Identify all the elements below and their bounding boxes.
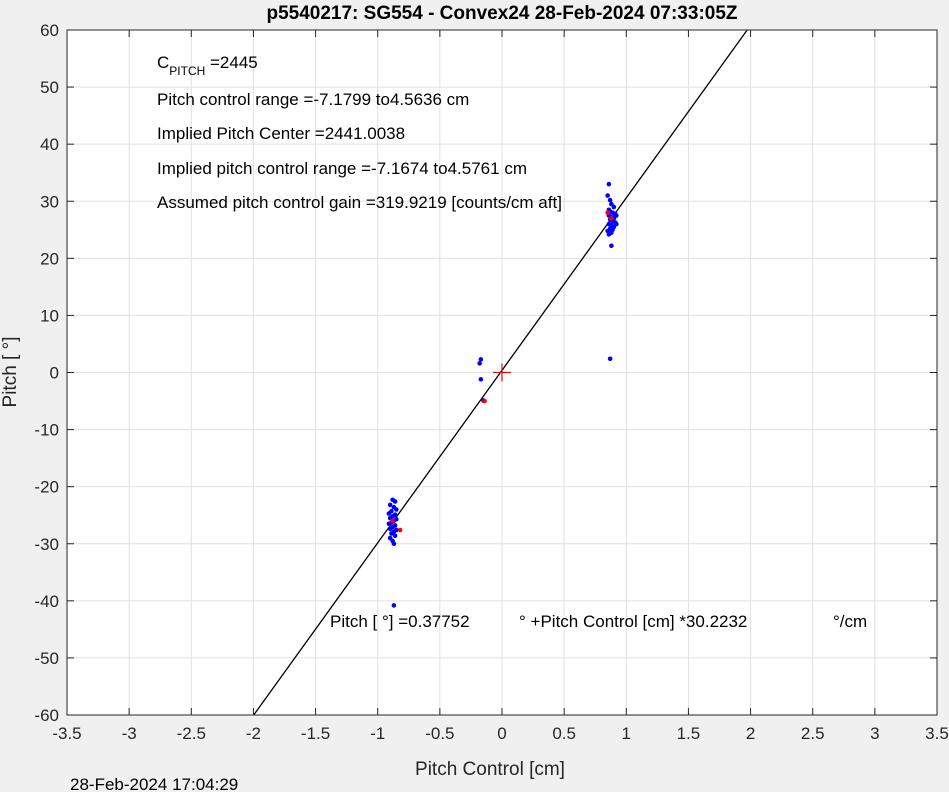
y-tick-label: -20 xyxy=(34,478,59,497)
x-tick-label: -0.5 xyxy=(425,724,454,743)
data-point xyxy=(394,507,399,512)
x-tick-label: 2 xyxy=(746,724,755,743)
annotation-pitch-control-range: Pitch control range =-7.1799 to4.5636 cm xyxy=(157,90,469,109)
annotation-cpitch-value: =2445 xyxy=(205,53,257,72)
data-point xyxy=(607,197,613,203)
x-axis-title: Pitch Control [cm] xyxy=(415,759,565,780)
data-point xyxy=(387,526,393,532)
data-point xyxy=(478,377,484,382)
footer-timestamp: 28-Feb-2024 17:04:29 xyxy=(70,775,238,792)
y-tick-labels: 60 50 40 30 20 10 0 -10 -20 -30 -40 -50 -60 xyxy=(34,21,59,725)
annotation-implied-pitch-center: Implied Pitch Center =2441.0038 xyxy=(157,124,405,143)
data-point xyxy=(606,181,612,187)
x-tick-label: 0 xyxy=(497,724,506,743)
fit-equation-part2: ° +Pitch Control [cm] *30.2232 xyxy=(519,612,747,631)
y-tick-label: 30 xyxy=(40,192,59,211)
data-point xyxy=(609,243,614,249)
tick-marks xyxy=(66,29,938,716)
y-tick-label: -40 xyxy=(34,592,59,611)
data-point xyxy=(605,193,610,198)
x-tick-label: -2.5 xyxy=(177,724,206,743)
x-tick-label: 3 xyxy=(870,724,879,743)
y-tick-label: -50 xyxy=(34,649,59,668)
x-tick-labels: -3.5 -3 -2.5 -2 -1.5 -1 -0.5 0 0.5 1 1.5 2 2.5 3 3.5 xyxy=(52,724,948,743)
x-tick-label: 2.5 xyxy=(801,724,825,743)
y-tick-label: 40 xyxy=(40,135,59,154)
data-point xyxy=(477,361,482,366)
x-tick-label: -1.5 xyxy=(301,724,330,743)
chart-title: p5540217: SG554 - Convex24 28-Feb-2024 0… xyxy=(266,3,737,24)
x-tick-label: -2 xyxy=(246,724,261,743)
fit-equation-part1: Pitch [ °] =0.37752 xyxy=(330,612,470,631)
data-point xyxy=(392,499,398,504)
x-tick-label: 1 xyxy=(622,724,631,743)
annotation-cpitch-main: C xyxy=(157,53,169,72)
y-tick-label: -60 xyxy=(34,706,59,725)
x-tick-label: 3.5 xyxy=(925,724,949,743)
y-tick-label: -30 xyxy=(34,535,59,554)
y-tick-label: 10 xyxy=(40,306,59,325)
annotation-assumed-gain: Assumed pitch control gain =319.9219 [co… xyxy=(157,193,562,212)
data-point xyxy=(389,531,394,536)
data-point-red xyxy=(482,398,487,404)
x-tick-label: 0.5 xyxy=(552,724,576,743)
data-point xyxy=(387,502,393,508)
x-tick-label: -3.5 xyxy=(52,724,81,743)
data-point xyxy=(606,232,612,237)
data-point xyxy=(478,357,484,362)
data-point xyxy=(391,541,397,547)
data-point xyxy=(611,204,617,210)
data-point xyxy=(386,521,392,527)
x-tick-label: -1 xyxy=(370,724,385,743)
y-tick-label: 60 xyxy=(40,21,59,40)
annotation-implied-pitch-control-range: Implied pitch control range =-7.1674 to4… xyxy=(157,159,527,178)
data-point-red xyxy=(397,527,403,533)
annotation-cpitch: CPITCH =2445 xyxy=(157,53,258,78)
x-tick-label: -3 xyxy=(122,724,137,743)
data-point-red xyxy=(609,216,614,221)
fit-equation-part3: °/cm xyxy=(833,612,867,631)
y-tick-label: 50 xyxy=(40,78,59,97)
data-point-red xyxy=(390,518,395,524)
data-point xyxy=(386,511,392,516)
y-axis-title: Pitch [ °] xyxy=(0,337,21,408)
data-point xyxy=(392,533,398,539)
data-points xyxy=(386,181,619,608)
data-point-red xyxy=(605,210,610,215)
annotation-cpitch-sub: PITCH xyxy=(169,64,205,78)
data-point xyxy=(391,603,397,608)
center-marker-layer xyxy=(493,363,511,382)
x-tick-label: 1.5 xyxy=(677,724,701,743)
data-point xyxy=(607,356,613,362)
y-tick-label: 20 xyxy=(40,249,59,268)
y-tick-label: 0 xyxy=(50,364,59,383)
y-tick-label: -10 xyxy=(34,421,59,440)
